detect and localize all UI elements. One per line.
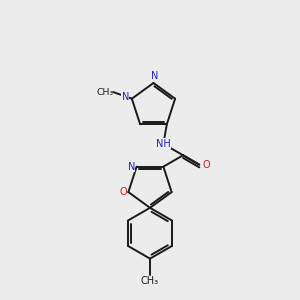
Text: NH: NH	[156, 139, 171, 149]
Text: O: O	[202, 160, 210, 170]
Text: O: O	[119, 187, 127, 197]
Text: N: N	[122, 92, 129, 102]
Text: N: N	[128, 162, 135, 172]
Text: N: N	[151, 71, 158, 81]
Text: CH₃: CH₃	[96, 88, 113, 97]
Text: CH₃: CH₃	[141, 276, 159, 286]
